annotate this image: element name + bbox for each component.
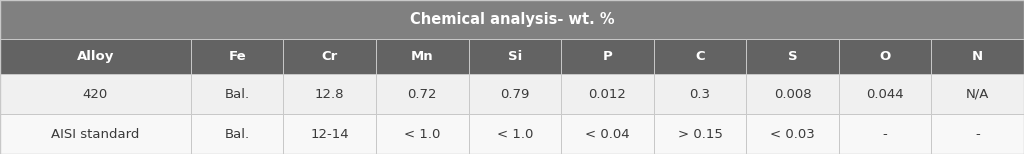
Text: < 0.03: < 0.03 — [770, 128, 815, 141]
Bar — [376, 114, 469, 154]
Text: S: S — [787, 50, 798, 63]
Bar — [839, 114, 932, 154]
Bar — [653, 39, 746, 74]
Bar — [284, 74, 376, 114]
Text: 0.79: 0.79 — [500, 88, 529, 101]
Bar — [376, 74, 469, 114]
Text: 0.012: 0.012 — [589, 88, 627, 101]
Text: N/A: N/A — [966, 88, 989, 101]
Text: 0.044: 0.044 — [866, 88, 904, 101]
Bar — [932, 114, 1024, 154]
Bar — [746, 114, 839, 154]
Text: > 0.15: > 0.15 — [678, 128, 723, 141]
Text: C: C — [695, 50, 705, 63]
Text: N: N — [972, 50, 983, 63]
Bar — [746, 39, 839, 74]
Bar — [469, 39, 561, 74]
Text: 12-14: 12-14 — [310, 128, 349, 141]
Bar — [839, 39, 932, 74]
Text: < 1.0: < 1.0 — [404, 128, 440, 141]
Bar — [284, 39, 376, 74]
Text: -: - — [975, 128, 980, 141]
Text: Mn: Mn — [411, 50, 433, 63]
Bar — [0, 114, 190, 154]
Text: -: - — [883, 128, 888, 141]
Text: Bal.: Bal. — [224, 128, 250, 141]
Bar — [932, 39, 1024, 74]
Text: Cr: Cr — [322, 50, 338, 63]
Text: Alloy: Alloy — [77, 50, 114, 63]
Bar — [0, 0, 1024, 39]
Bar — [284, 114, 376, 154]
Text: Chemical analysis- wt. %: Chemical analysis- wt. % — [410, 12, 614, 27]
Bar — [561, 114, 653, 154]
Text: AISI standard: AISI standard — [51, 128, 139, 141]
Bar — [932, 74, 1024, 114]
Text: 0.72: 0.72 — [408, 88, 437, 101]
Bar — [653, 114, 746, 154]
Bar — [561, 74, 653, 114]
Bar — [190, 39, 284, 74]
Bar — [0, 39, 190, 74]
Bar — [0, 74, 190, 114]
Text: 420: 420 — [83, 88, 109, 101]
Text: 12.8: 12.8 — [315, 88, 344, 101]
Bar — [469, 114, 561, 154]
Text: Si: Si — [508, 50, 522, 63]
Text: < 1.0: < 1.0 — [497, 128, 534, 141]
Text: Fe: Fe — [228, 50, 246, 63]
Bar — [746, 74, 839, 114]
Bar — [190, 74, 284, 114]
Text: < 0.04: < 0.04 — [585, 128, 630, 141]
Bar — [469, 74, 561, 114]
Bar — [653, 74, 746, 114]
Text: 0.008: 0.008 — [774, 88, 811, 101]
Bar — [190, 114, 284, 154]
Text: Bal.: Bal. — [224, 88, 250, 101]
Text: O: O — [880, 50, 891, 63]
Bar — [561, 39, 653, 74]
Text: 0.3: 0.3 — [689, 88, 711, 101]
Text: P: P — [602, 50, 612, 63]
Bar — [376, 39, 469, 74]
Bar — [839, 74, 932, 114]
